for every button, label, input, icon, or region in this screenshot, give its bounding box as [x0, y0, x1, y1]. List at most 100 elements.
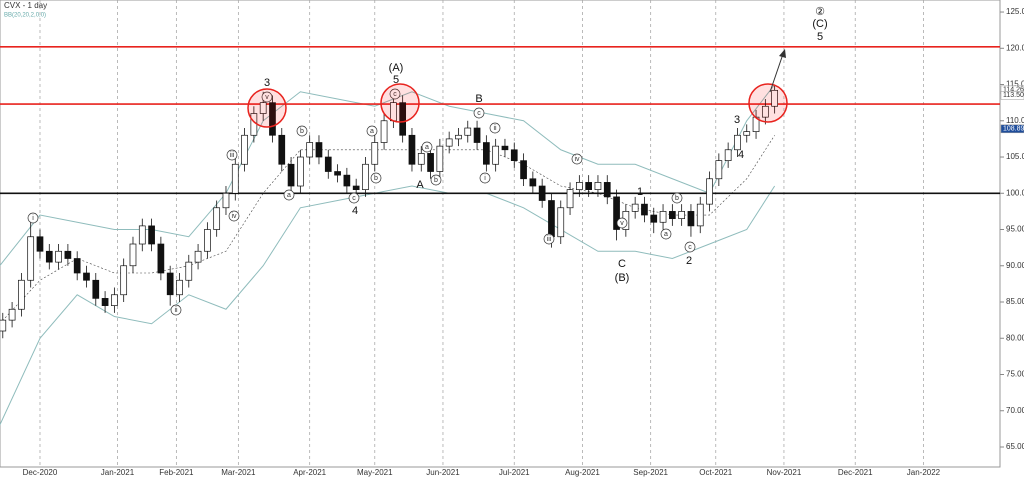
candle-body [222, 192, 230, 209]
forecast-arrow [769, 53, 784, 93]
circled-label: a [664, 231, 668, 238]
circled-label: c [477, 110, 481, 117]
wave-circle [370, 172, 382, 184]
circled-label: i [484, 175, 486, 182]
wave-label: 4 [352, 205, 358, 217]
circled-label: b [675, 195, 679, 202]
circled-label: a [425, 144, 429, 151]
candle-body [352, 185, 360, 190]
circled-label: v [620, 220, 624, 227]
circled-label: iv [231, 213, 237, 220]
candle-body [603, 182, 611, 198]
candle-body [129, 243, 137, 267]
candle-body [241, 134, 248, 165]
x-tick-label: Sep-2021 [633, 468, 668, 477]
y-tick-label: 120.00 [1006, 43, 1024, 52]
candle-body [371, 142, 379, 165]
wave-circle [170, 304, 182, 316]
wave-circle [543, 233, 555, 245]
candle-body [297, 156, 304, 187]
wave-circle [616, 217, 628, 229]
circled-label: b [374, 175, 378, 182]
candle-body [111, 294, 118, 306]
candle-body [715, 160, 723, 180]
candle-body [148, 225, 155, 245]
x-tick-label: Aug-2021 [565, 468, 600, 477]
x-tick-label: Dec-2021 [838, 468, 873, 477]
wave-circle [430, 174, 442, 186]
candle-body [0, 319, 7, 332]
candle-body [464, 127, 472, 136]
candle-body [529, 178, 537, 187]
candle-body [510, 149, 518, 161]
candle-body [492, 145, 500, 165]
wave-label: (B) [615, 272, 630, 284]
wave-circle [226, 149, 238, 161]
candle-body [120, 265, 128, 296]
price-label-box [1000, 91, 1024, 100]
candle-body [548, 200, 555, 238]
candle-body [185, 261, 193, 281]
candle-body [668, 211, 676, 219]
wave-circle [660, 228, 672, 240]
circled-label: iii [547, 236, 552, 243]
candle-body [64, 250, 72, 259]
candle-body [436, 145, 444, 172]
candle-body [678, 211, 685, 219]
candle-body [566, 189, 574, 209]
wave-circle [27, 212, 39, 224]
candle-body [724, 149, 732, 161]
candle-body [8, 308, 16, 321]
wave-label: B [475, 93, 482, 105]
candle-body [631, 203, 639, 212]
highlight-circle [748, 83, 788, 123]
wave-circle [671, 192, 683, 204]
candle-body [45, 250, 53, 263]
candle-body [231, 163, 239, 194]
candle-body [343, 174, 351, 187]
y-tick-label: 80.00 [1006, 333, 1024, 342]
wave-circle [348, 192, 360, 204]
x-tick-label: Mar-2021 [221, 468, 256, 477]
candle-body [204, 229, 211, 252]
candle-body [315, 142, 323, 158]
circled-label: b [300, 128, 304, 135]
bollinger-lower [0, 185, 776, 426]
circled-label: i [32, 215, 34, 222]
y-tick-label: 70.00 [1006, 406, 1024, 415]
y-tick-label: 75.00 [1006, 370, 1024, 379]
circled-label: v [265, 94, 269, 101]
candle-body [166, 272, 174, 296]
wave-circle [366, 125, 378, 137]
candle-body [306, 142, 314, 158]
candle-body [687, 211, 695, 227]
price-label-box [1000, 124, 1024, 134]
candle-body [334, 171, 341, 176]
candle-body [445, 138, 453, 147]
circled-label: iii [230, 152, 235, 159]
candle-body [734, 134, 741, 151]
wave-label: (C) [812, 18, 827, 30]
wave-circle [473, 107, 485, 119]
candle-body [287, 163, 295, 187]
wave-label: 5 [393, 74, 399, 86]
y-tick-label: 95.00 [1006, 225, 1024, 234]
x-tick-label: May-2021 [357, 468, 393, 477]
candle-body [324, 156, 332, 172]
wave-label: A [416, 179, 424, 191]
candle-body [92, 279, 100, 299]
wave-circle [228, 210, 240, 222]
candle-body [362, 163, 369, 190]
candle-body [771, 89, 778, 107]
candle-body [761, 105, 769, 118]
candle-body [743, 131, 751, 136]
candle-body [36, 236, 44, 252]
candle-body [696, 203, 704, 227]
arrow-head [779, 49, 786, 58]
candle-body [157, 243, 165, 274]
x-tick-label: Nov-2021 [767, 468, 802, 477]
x-tick-label: Jun-2021 [426, 468, 460, 477]
circled-label: a [287, 192, 291, 199]
